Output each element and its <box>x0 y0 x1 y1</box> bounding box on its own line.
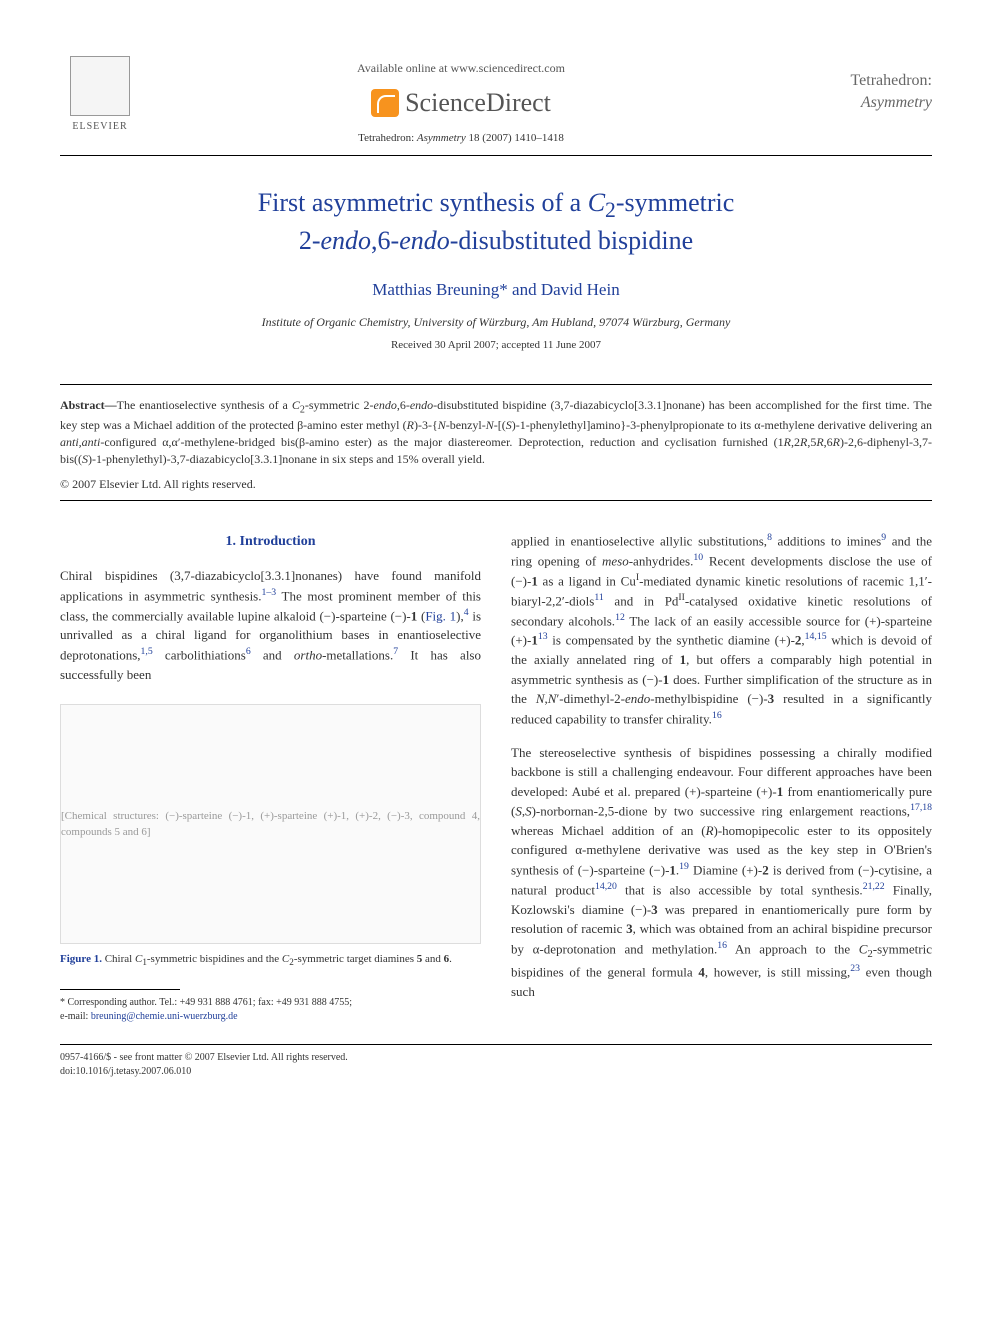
article-title: First asymmetric synthesis of a C2-symme… <box>60 186 932 258</box>
abstract-block: Abstract—The enantioselective synthesis … <box>60 397 932 468</box>
abstract-text: The enantioselective synthesis of a C2-s… <box>60 398 932 466</box>
footer-copyright: 0957-4166/$ - see front matter © 2007 El… <box>60 1051 932 1065</box>
figure-1-label: Figure 1. <box>60 953 102 965</box>
footnote-line1: * Corresponding author. Tel.: +49 931 88… <box>60 996 481 1010</box>
abstract-label: Abstract— <box>60 398 117 412</box>
abstract-top-divider <box>60 384 932 385</box>
section-1-heading: 1. Introduction <box>60 531 481 552</box>
footer-doi: doi:10.1016/j.tetasy.2007.06.010 <box>60 1065 932 1079</box>
body-columns: 1. Introduction Chiral bispidines (3,7-d… <box>60 531 932 1024</box>
article-page: ELSEVIER Available online at www.science… <box>0 0 992 1119</box>
publisher-name: ELSEVIER <box>72 120 127 134</box>
elsevier-logo: ELSEVIER <box>60 50 140 140</box>
figure-1-block: [Chemical structures: (−)-sparteine (−)-… <box>60 704 481 969</box>
footnote-divider <box>60 989 180 990</box>
figure-1-image: [Chemical structures: (−)-sparteine (−)-… <box>60 704 481 944</box>
affiliation: Institute of Organic Chemistry, Universi… <box>60 314 932 331</box>
sciencedirect-brand: ScienceDirect <box>140 85 782 121</box>
abstract-copyright: © 2007 Elsevier Ltd. All rights reserved… <box>60 476 932 493</box>
corresponding-author-footnote: * Corresponding author. Tel.: +49 931 88… <box>60 996 481 1024</box>
page-footer: 0957-4166/$ - see front matter © 2007 El… <box>60 1051 932 1079</box>
intro-para-3: The stereoselective synthesis of bispidi… <box>511 743 932 1001</box>
center-header: Available online at www.sciencedirect.co… <box>140 50 782 147</box>
header-divider <box>60 155 932 156</box>
elsevier-tree-icon <box>70 56 130 116</box>
footnote-line2: e-mail: breuning@chemie.uni-wuerzburg.de <box>60 1010 481 1024</box>
author-email-link[interactable]: breuning@chemie.uni-wuerzburg.de <box>91 1011 238 1022</box>
intro-para-1: Chiral bispidines (3,7-diazabicyclo[3.3.… <box>60 566 481 684</box>
figure-1-caption: Figure 1. Chiral C1-symmetric bispidines… <box>60 952 481 969</box>
journal-title-sub: Asymmetry <box>782 92 932 114</box>
sciencedirect-icon <box>371 89 399 117</box>
sciencedirect-text: ScienceDirect <box>405 85 551 121</box>
authors: Matthias Breuning* and David Hein <box>60 278 932 302</box>
available-online-text: Available online at www.sciencedirect.co… <box>140 60 782 77</box>
footer-divider <box>60 1044 932 1045</box>
journal-title-block: Tetrahedron: Asymmetry <box>782 50 932 115</box>
article-dates: Received 30 April 2007; accepted 11 June… <box>60 338 932 353</box>
abstract-bottom-divider <box>60 500 932 501</box>
left-column: 1. Introduction Chiral bispidines (3,7-d… <box>60 531 481 1024</box>
header-block: ELSEVIER Available online at www.science… <box>60 50 932 147</box>
journal-title-main: Tetrahedron: <box>782 70 932 92</box>
intro-para-2: applied in enantioselective allylic subs… <box>511 531 932 728</box>
journal-reference: Tetrahedron: Asymmetry 18 (2007) 1410–14… <box>140 131 782 146</box>
figure-1-caption-text: Chiral C1-symmetric bispidines and the C… <box>102 953 452 965</box>
right-column: applied in enantioselective allylic subs… <box>511 531 932 1024</box>
